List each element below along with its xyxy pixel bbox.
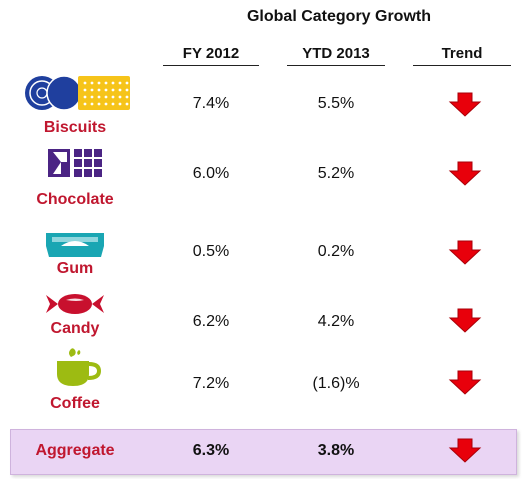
column-header-fy2012: FY 2012 [163, 45, 259, 66]
down-arrow-icon [448, 369, 482, 395]
column-header-ytd2013: YTD 2013 [287, 45, 385, 66]
fy2012-value: 6.2% [192, 313, 230, 330]
fy2012-value: 6.3% [192, 442, 230, 459]
aggregate-highlight [10, 429, 517, 475]
ytd2013-value: 3.8% [317, 442, 355, 459]
biscuits-icon [24, 74, 132, 117]
chocolate-icon [47, 148, 105, 183]
fy2012-value: 7.2% [192, 375, 230, 392]
category-label-aggregate: Aggregate [35, 442, 115, 459]
column-header-trend: Trend [413, 45, 511, 66]
gum-icon [45, 231, 105, 264]
ytd2013-value: 4.2% [317, 313, 355, 330]
ytd2013-value: 0.2% [317, 243, 355, 260]
down-arrow-icon [448, 91, 482, 117]
category-label-gum: Gum [56, 260, 94, 277]
coffee-icon [53, 348, 103, 393]
down-arrow-icon [448, 307, 482, 333]
ytd2013-value: 5.5% [317, 95, 355, 112]
category-label-biscuits: Biscuits [43, 119, 107, 136]
category-label-coffee: Coffee [50, 395, 100, 412]
category-label-candy: Candy [50, 320, 100, 337]
category-label-chocolate: Chocolate [36, 191, 114, 208]
ytd2013-value: 5.2% [317, 165, 355, 182]
ytd2013-value: (1.6)% [312, 375, 360, 392]
table-title: Global Category Growth [246, 8, 431, 25]
down-arrow-icon [448, 239, 482, 265]
down-arrow-icon [448, 437, 482, 463]
fy2012-value: 0.5% [192, 243, 230, 260]
fy2012-value: 6.0% [192, 165, 230, 182]
fy2012-value: 7.4% [192, 95, 230, 112]
candy-icon [44, 293, 106, 320]
down-arrow-icon [448, 160, 482, 186]
